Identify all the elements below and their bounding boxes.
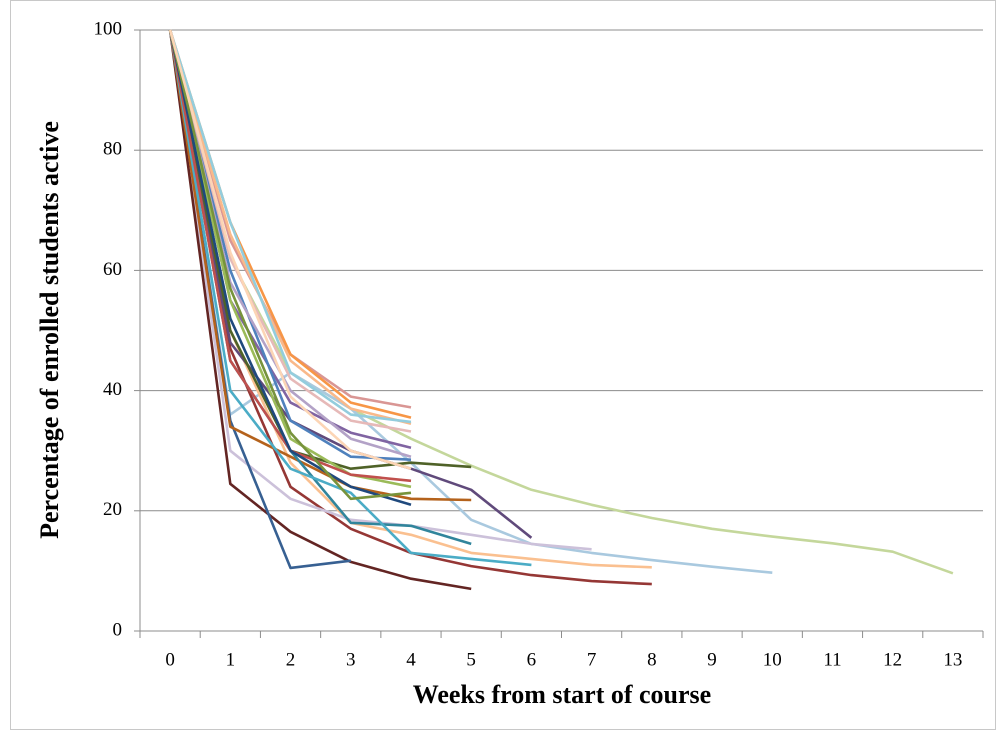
x-tick-label: 0 bbox=[165, 649, 175, 670]
series-line bbox=[168, 29, 412, 507]
x-tick-label: 1 bbox=[226, 649, 236, 670]
x-tick-label: 10 bbox=[763, 649, 782, 670]
x-axis-title: Weeks from start of course bbox=[413, 680, 711, 709]
series-line bbox=[168, 29, 412, 489]
series-line bbox=[168, 29, 412, 470]
y-tick-label: 100 bbox=[94, 18, 123, 39]
x-tick-label: 4 bbox=[406, 649, 416, 670]
y-tick-label: 0 bbox=[113, 619, 123, 640]
series-line bbox=[168, 29, 472, 591]
x-tick-label: 5 bbox=[466, 649, 476, 670]
series-line bbox=[168, 29, 412, 424]
x-tick-label: 6 bbox=[527, 649, 537, 670]
y-tick-label: 20 bbox=[103, 499, 122, 520]
x-tick-label: 2 bbox=[286, 649, 296, 670]
x-tick-label: 7 bbox=[587, 649, 597, 670]
y-tick-label: 80 bbox=[103, 139, 122, 160]
x-tick-label: 13 bbox=[943, 649, 962, 670]
x-tick-label: 9 bbox=[707, 649, 717, 670]
series-line bbox=[168, 29, 412, 425]
y-axis-title: Percentage of enrolled students active bbox=[35, 121, 64, 539]
series-line bbox=[168, 29, 412, 501]
x-tick-label: 12 bbox=[883, 649, 902, 670]
chart-frame bbox=[10, 0, 996, 730]
series-line bbox=[168, 29, 472, 470]
x-tick-label: 3 bbox=[346, 649, 356, 670]
x-tick-label: 8 bbox=[647, 649, 657, 670]
y-tick-label: 40 bbox=[103, 379, 122, 400]
series-line bbox=[168, 29, 652, 569]
y-tick-label: 60 bbox=[103, 259, 122, 280]
series-line bbox=[168, 29, 532, 567]
series-line bbox=[168, 29, 472, 502]
x-tick-label: 11 bbox=[823, 649, 841, 670]
